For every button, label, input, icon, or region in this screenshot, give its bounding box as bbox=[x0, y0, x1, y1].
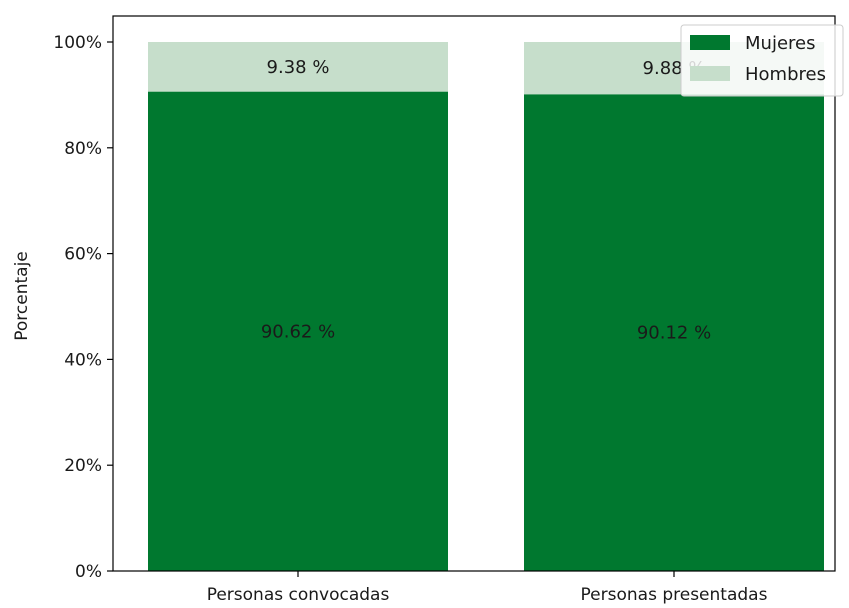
data-label-mujeres-1: 90.62 % bbox=[261, 321, 335, 342]
x-tick-label: Personas presentadas bbox=[581, 585, 768, 605]
y-tick-label: 0% bbox=[75, 562, 102, 582]
data-label-mujeres-2: 90.12 % bbox=[637, 323, 711, 344]
plot-frame bbox=[112, 15, 836, 572]
bars-layer bbox=[148, 42, 824, 571]
bar-hombres-1 bbox=[148, 42, 448, 92]
y-axis: 0% 20% 40% 60% 80% 100% bbox=[53, 33, 113, 582]
bar-mujeres-2 bbox=[524, 94, 824, 571]
y-tick-label: 80% bbox=[64, 139, 102, 159]
y-axis-label: Porcentaje bbox=[12, 251, 32, 341]
x-tick-label: Personas convocadas bbox=[207, 585, 390, 605]
legend-label-mujeres: Mujeres bbox=[745, 33, 815, 54]
legend-swatch-hombres bbox=[690, 66, 730, 81]
y-tick-label: 100% bbox=[53, 33, 102, 53]
legend-label-hombres: Hombres bbox=[745, 64, 826, 85]
y-tick-label: 40% bbox=[64, 350, 102, 370]
y-tick-label: 20% bbox=[64, 456, 102, 476]
y-tick-label: 60% bbox=[64, 245, 102, 265]
data-labels-layer: 90.62 %9.38 %90.12 %9.88 % bbox=[261, 57, 711, 344]
data-label-hombres-1: 9.38 % bbox=[267, 57, 330, 78]
legend: Mujeres Hombres bbox=[680, 24, 844, 97]
x-axis: Personas convocadas Personas presentadas bbox=[207, 571, 768, 605]
bar-mujeres-1 bbox=[148, 91, 448, 571]
legend-swatch-mujeres bbox=[690, 35, 730, 50]
